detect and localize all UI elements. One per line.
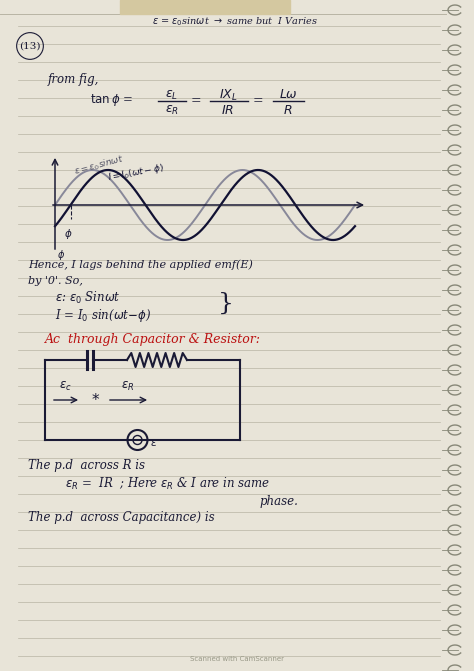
Text: $\varepsilon$: $\varepsilon_0$ Sin$\omega$t: $\varepsilon$: $\varepsilon_0$ Sin$\omeg… bbox=[55, 290, 121, 306]
Text: I = I$_0$ sin($\omega$t$-\phi$): I = I$_0$ sin($\omega$t$-\phi$) bbox=[55, 307, 151, 325]
Text: Hence, I lags behind the applied emf(E): Hence, I lags behind the applied emf(E) bbox=[28, 260, 253, 270]
Text: $I = I_0(\omega t-\phi)$: $I = I_0(\omega t-\phi)$ bbox=[107, 161, 165, 184]
Text: $IX_L$: $IX_L$ bbox=[219, 87, 237, 103]
Text: by '0'. So,: by '0'. So, bbox=[28, 276, 83, 286]
Text: $L\omega$: $L\omega$ bbox=[279, 89, 298, 101]
Bar bbox=[120, 0, 290, 14]
Text: *: * bbox=[91, 393, 99, 407]
Text: $\varepsilon_L$: $\varepsilon_L$ bbox=[165, 89, 179, 101]
Text: =: = bbox=[191, 95, 201, 107]
Text: $\varepsilon_R$ =  IR  ; Here $\varepsilon_R$ & I are in same: $\varepsilon_R$ = IR ; Here $\varepsilon… bbox=[65, 476, 270, 492]
Text: $\varepsilon_c$: $\varepsilon_c$ bbox=[59, 380, 72, 393]
Text: =: = bbox=[253, 95, 264, 107]
Text: (13): (13) bbox=[19, 42, 41, 50]
Text: }: } bbox=[218, 291, 234, 315]
Text: $\phi$: $\phi$ bbox=[64, 227, 73, 241]
Text: The p.d  across R is: The p.d across R is bbox=[28, 458, 145, 472]
Text: $\varepsilon_R$: $\varepsilon_R$ bbox=[121, 380, 135, 393]
Text: $\varepsilon = \varepsilon_0 sin\omega t$: $\varepsilon = \varepsilon_0 sin\omega t… bbox=[73, 153, 126, 178]
Text: The p.d  across Capacitance) is: The p.d across Capacitance) is bbox=[28, 511, 215, 525]
Text: $IR$: $IR$ bbox=[221, 103, 235, 117]
Text: phase.: phase. bbox=[260, 495, 299, 507]
Text: $R$: $R$ bbox=[283, 103, 293, 117]
Text: $\varepsilon$ = $\varepsilon_0$sin$\omega$t $\rightarrow$ same but  I Varies: $\varepsilon$ = $\varepsilon_0$sin$\omeg… bbox=[152, 15, 318, 28]
Text: $\phi$: $\phi$ bbox=[57, 248, 65, 262]
Text: Scanned with CamScanner: Scanned with CamScanner bbox=[190, 656, 284, 662]
Text: $\varepsilon_R$: $\varepsilon_R$ bbox=[165, 103, 179, 117]
Text: from fig,: from fig, bbox=[48, 74, 100, 87]
Text: $\varepsilon$: $\varepsilon$ bbox=[151, 438, 158, 448]
Text: $\tan\phi$ =: $\tan\phi$ = bbox=[90, 92, 133, 108]
Text: Ac  through Capacitor & Resistor:: Ac through Capacitor & Resistor: bbox=[45, 333, 261, 346]
